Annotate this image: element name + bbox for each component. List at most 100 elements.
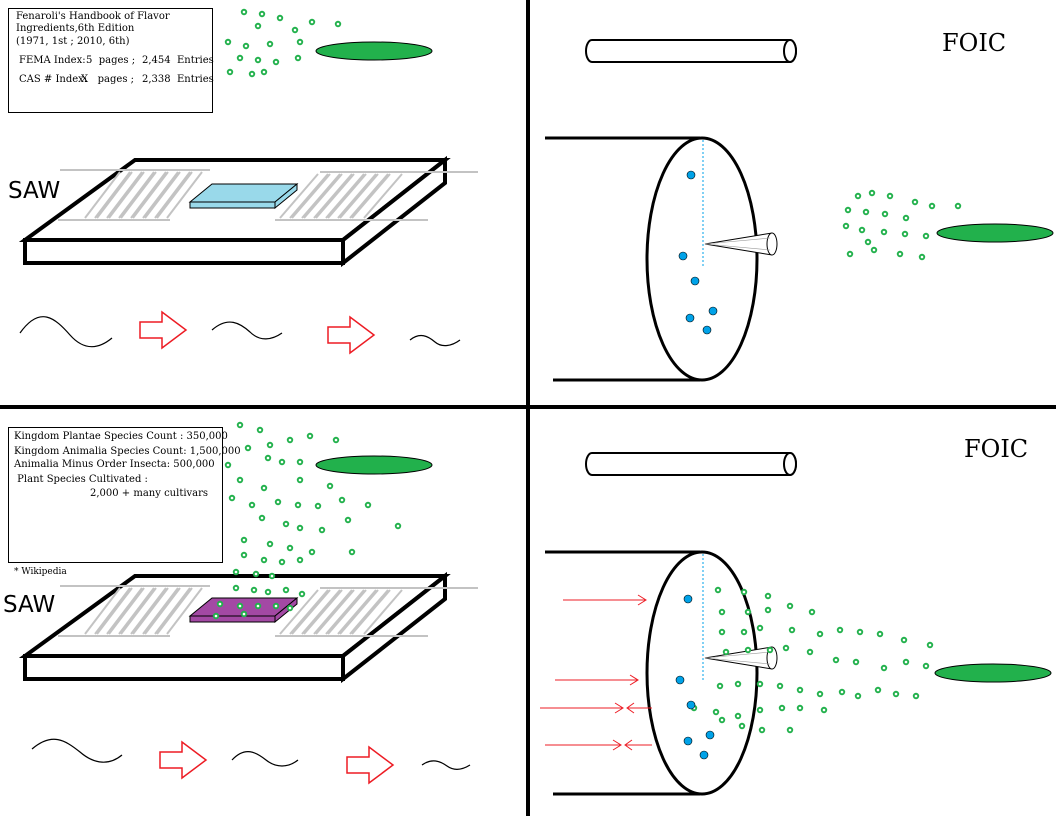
green-particle — [252, 570, 260, 578]
green-particle — [718, 608, 726, 616]
green-particle — [886, 192, 894, 200]
green-particle — [738, 722, 746, 730]
top-right-particle-cloud — [842, 189, 962, 261]
bottom-arrow-2 — [346, 746, 394, 784]
green-particle — [294, 501, 302, 509]
top-left-saw-chip — [23, 158, 479, 265]
green-particle — [838, 688, 846, 696]
green-particle — [786, 602, 794, 610]
green-particle — [260, 68, 268, 76]
green-particle — [816, 630, 824, 638]
green-particle — [254, 602, 262, 610]
green-particle — [852, 658, 860, 666]
green-particle — [786, 726, 794, 734]
green-particle — [881, 210, 889, 218]
green-particle — [266, 441, 274, 449]
green-particle — [308, 548, 316, 556]
green-particle — [244, 444, 252, 452]
green-particle — [232, 568, 240, 576]
green-particle — [868, 189, 876, 197]
green-particle — [862, 208, 870, 216]
green-particle — [716, 682, 724, 690]
green-particle — [216, 600, 224, 608]
green-particle — [236, 421, 244, 429]
green-particle — [880, 228, 888, 236]
green-particle — [928, 202, 936, 210]
green-particle — [744, 646, 752, 654]
green-particle — [714, 586, 722, 594]
cas-index-entries: 2,338 Entries — [142, 74, 214, 85]
green-particle — [236, 476, 244, 484]
green-particle — [306, 432, 314, 440]
top-right-blue-dots — [678, 170, 718, 335]
top-left-green-ellipse — [315, 41, 433, 61]
bottom-right-capillary — [585, 452, 797, 476]
green-particle — [250, 586, 258, 594]
green-particle — [240, 536, 248, 544]
handbook-title-line-1: Fenaroli's Handbook of Flavor — [16, 11, 170, 22]
green-particle — [782, 644, 790, 652]
green-particle — [764, 606, 772, 614]
green-particle — [318, 526, 326, 534]
green-particle — [264, 454, 272, 462]
green-particle — [844, 206, 852, 214]
fema-index-pages: 5 pages ; — [86, 55, 136, 66]
green-particle — [816, 690, 824, 698]
green-particle — [348, 548, 356, 556]
green-particle — [740, 628, 748, 636]
top-left-waves — [19, 316, 461, 348]
green-particle — [298, 590, 306, 598]
green-particle — [258, 514, 266, 522]
green-particle — [796, 686, 804, 694]
green-particle — [224, 461, 232, 469]
wikipedia-footnote: * Wikipedia — [14, 567, 67, 577]
handbook-title-line-3: (1971, 1st ; 2010, 6th) — [16, 36, 130, 47]
green-particle — [254, 22, 262, 30]
bottom-left-waves — [31, 738, 471, 770]
green-particle — [880, 664, 888, 672]
green-particle — [286, 436, 294, 444]
green-particle — [734, 680, 742, 688]
green-particle — [248, 70, 256, 78]
green-particle — [776, 682, 784, 690]
green-particle — [712, 708, 720, 716]
bottom-right-red-arrows — [540, 594, 652, 751]
green-particle — [796, 704, 804, 712]
top-left-particle-cloud — [224, 8, 342, 78]
green-particle — [922, 662, 930, 670]
plantae-count: Kingdom Plantae Species Count : 350,000 — [14, 431, 228, 442]
green-particle — [286, 604, 294, 612]
green-particle — [264, 588, 272, 596]
green-particle — [240, 610, 248, 618]
green-particle — [228, 494, 236, 502]
green-particle — [892, 690, 900, 698]
green-particle — [296, 476, 304, 484]
green-particle — [296, 38, 304, 46]
plants-cultivated-value: 2,000 + many cultivars — [90, 488, 209, 499]
bottom-left-saw-chip — [23, 574, 479, 681]
green-particle — [226, 68, 234, 76]
bottom-left-info-box — [8, 427, 223, 563]
top-left-info-box — [8, 8, 213, 113]
green-particle — [926, 641, 934, 649]
green-particle — [922, 232, 930, 240]
green-particle — [276, 14, 284, 22]
green-particle — [718, 716, 726, 724]
fema-index-entries: 2,454 Entries — [142, 55, 214, 66]
green-particle — [901, 230, 909, 238]
top-right-foic — [543, 136, 779, 382]
green-particle — [858, 226, 866, 234]
green-particle — [272, 58, 280, 66]
top-saw-label: SAW — [8, 178, 61, 204]
green-particle — [902, 658, 910, 666]
green-particle — [902, 214, 910, 222]
green-particle — [756, 706, 764, 714]
green-particle — [248, 501, 256, 509]
green-particle — [296, 556, 304, 564]
green-particle — [394, 522, 402, 530]
green-particle — [912, 692, 920, 700]
bottom-saw-label: SAW — [3, 592, 56, 618]
handbook-title-line-2: Ingredients,6th Edition — [16, 23, 135, 34]
green-particle — [864, 238, 872, 246]
